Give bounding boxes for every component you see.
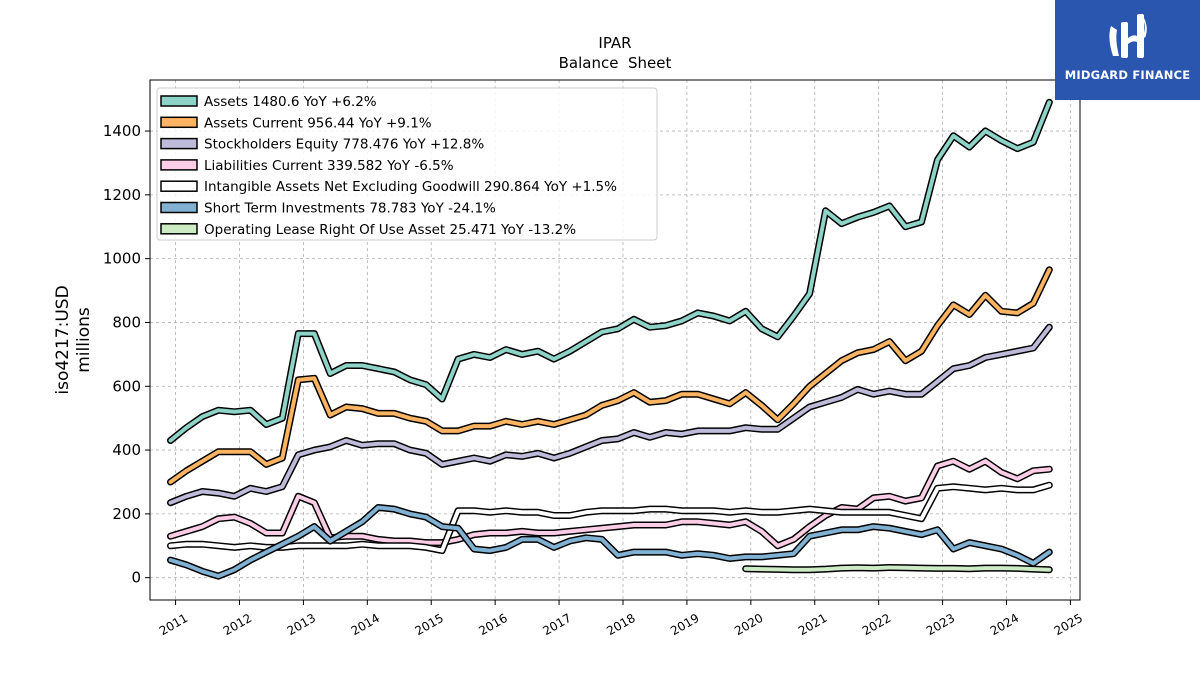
y-tick-label: 800 [112,313,141,331]
legend-label: Assets Current 956.44 YoY +9.1% [204,115,432,131]
series-line-assets-current [167,266,1053,486]
x-tick-label: 2024 [988,611,1021,638]
legend-label: Stockholders Equity 778.476 YoY +12.8% [204,137,484,153]
x-tick-label: 2012 [221,611,254,638]
x-tick-label: 2013 [285,611,318,638]
x-tick-label: 2014 [349,611,382,638]
x-tick-label: 2019 [668,611,701,638]
legend-swatch [160,180,198,192]
series-line-operating-lease-right-of-use-asset [742,564,1053,574]
x-tick-label: 2025 [1052,611,1085,638]
plot-area-frame [149,79,1081,601]
legend-swatch [160,116,198,129]
legend-swatch [160,223,198,235]
y-axis-label: iso4217:USDmillions [53,285,94,394]
legend-swatch [160,201,198,214]
y-tick-label: 1200 [103,186,141,204]
series-group [167,98,1053,580]
series-line-assets [167,98,1053,444]
x-tick-label: 2018 [604,611,637,638]
series-line-short-term-investments [167,504,1053,580]
y-axis: 0 200 400 600 800 1000 1200 1400 [103,122,150,587]
chart-title: IPAR [598,34,631,52]
legend-label: Operating Lease Right Of Use Asset 25.47… [204,222,576,238]
x-tick-label: 2017 [540,611,573,638]
y-tick-label: 0 [131,569,141,587]
y-tick-label: 200 [112,505,141,523]
y-tick-label: 1000 [103,250,141,268]
series-line-intangible-assets-net-excluding-goodwill [167,481,1053,555]
series-line-stockholders-equity [167,323,1053,507]
chart-subtitle: Balance Sheet [559,54,672,72]
legend: Assets 1480.6 YoY +6.2% Assets Current 95… [156,87,658,241]
legend-label: Intangible Assets Net Excluding Goodwill… [204,179,617,195]
x-tick-label: 2015 [413,611,446,638]
y-tick-label: 1400 [103,122,141,140]
y-tick-label: 600 [112,377,141,395]
x-tick-label: 2020 [732,611,765,638]
brand-name: MIDGARD FINANCE [1064,68,1191,82]
legend-box [156,87,658,241]
legend-swatch [160,137,198,150]
x-tick-label: 2021 [796,611,829,638]
legend-swatch [160,95,198,107]
series-line-liabilities-current [167,457,1053,550]
midgard-logo-icon [1109,14,1147,58]
x-tick-label: 2011 [157,611,190,638]
y-tick-label: 400 [112,441,141,459]
brand-logo: MIDGARD FINANCE [1055,0,1200,100]
x-tick-label: 2022 [860,611,893,638]
legend-label: Assets 1480.6 YoY +6.2% [204,94,377,110]
legend-swatch [160,159,198,171]
x-axis: 2011 2012 2013 2014 2015 2016 2017 2018 2019 2020… [157,600,1085,638]
x-tick-label: 2023 [924,611,957,638]
x-tick-label: 2016 [476,611,509,638]
legend-label: Short Term Investments 78.783 YoY -24.1% [204,201,496,217]
legend-label: Liabilities Current 339.582 YoY -6.5% [204,158,454,174]
